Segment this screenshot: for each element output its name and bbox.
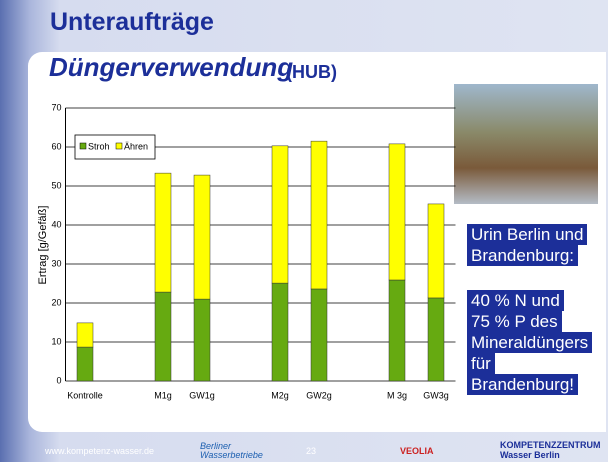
x-tick-label: GW3g [423, 390, 449, 400]
bar-segment [154, 172, 172, 293]
side-line: Brandenburg! [467, 374, 579, 395]
side-line: für [467, 353, 495, 374]
photo [454, 84, 598, 204]
side-line: 75 % P des [467, 311, 562, 332]
bar-segment [310, 288, 328, 382]
slide-title: Unteraufträge [50, 8, 214, 36]
y-tick-label: 0 [56, 375, 61, 385]
bar-segment [193, 298, 211, 382]
page-number: 23 [306, 446, 317, 456]
legend-swatch [115, 142, 123, 150]
legend-label: Stroh [88, 141, 110, 151]
y-tick-label: 50 [51, 180, 61, 190]
bar-segment [154, 291, 172, 382]
footer-logo: KOMPETENZZENTRUM Wasser Berlin [500, 440, 601, 460]
x-tick-label: M1g [154, 390, 172, 400]
side-line: Mineraldüngers [467, 332, 593, 353]
y-tick-label: 70 [51, 102, 61, 112]
legend-label: Ähren [124, 141, 148, 151]
x-tick-label: M 3g [387, 390, 407, 400]
x-tick-label: GW1g [189, 390, 215, 400]
y-tick-label: 10 [51, 336, 61, 346]
x-tick-label: Kontrolle [67, 390, 103, 400]
bar-segment [193, 174, 211, 300]
bar-segment [427, 203, 445, 299]
side-line: Urin Berlin und [467, 224, 588, 245]
subtitle-note: (HUB) [286, 62, 337, 82]
footer-logo: Berliner Wasserbetriebe [200, 441, 263, 460]
bar-segment [271, 145, 289, 284]
bar-segment [76, 346, 94, 382]
side-line: Brandenburg: [467, 245, 579, 266]
bar-segment [271, 282, 289, 382]
bar-segment [427, 297, 445, 382]
side-line: 40 % N und [467, 290, 564, 311]
bar-segment [388, 279, 406, 382]
x-tick-label: M2g [271, 390, 289, 400]
y-tick-label: 20 [51, 297, 61, 307]
y-tick-label: 40 [51, 219, 61, 229]
legend-box [74, 134, 156, 160]
bar-segment [76, 322, 94, 348]
y-tick-label: 30 [51, 258, 61, 268]
slide-subtitle: Düngerverwendung [49, 52, 294, 82]
x-tick-label: GW2g [306, 390, 332, 400]
bar-segment [388, 143, 406, 281]
footer-logo: VEOLIA [400, 446, 434, 456]
y-axis-label: Ertrag [g/Gefäß] [37, 206, 49, 285]
bar-segment [310, 140, 328, 290]
legend-swatch [79, 142, 87, 150]
footer-url: www.kompetenz-wasser.de [45, 446, 155, 456]
y-tick-label: 60 [51, 141, 61, 151]
